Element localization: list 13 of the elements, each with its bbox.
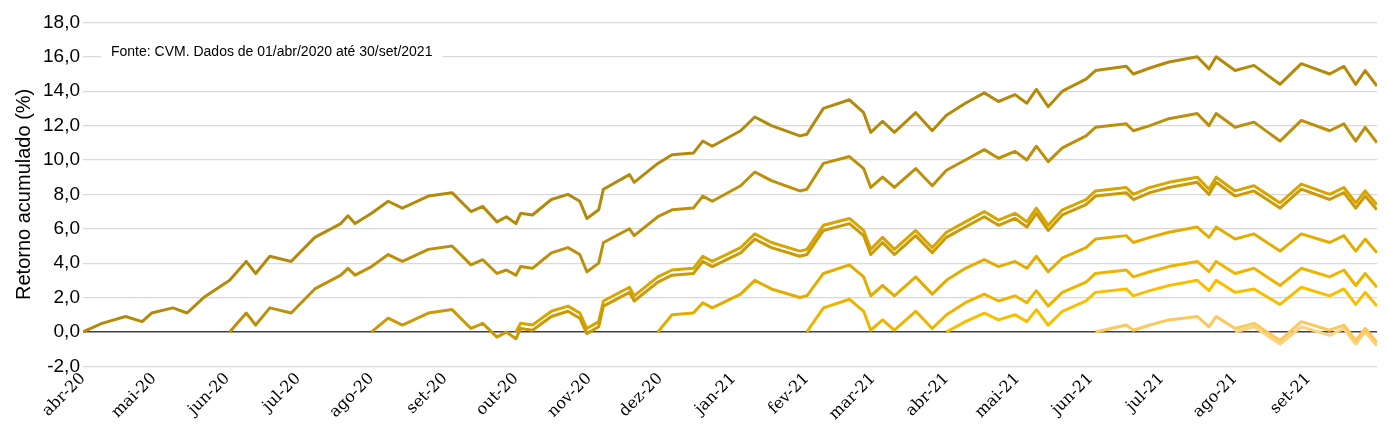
- y-axis-title: Retorno acumulado (%): [11, 88, 34, 300]
- annotation: Fonte: CVM. Dados de 01/abr/2020 até 30/set/2021: [110, 43, 433, 60]
- y-tick-label: 10,0: [43, 148, 80, 170]
- y-tick-label: 12,0: [43, 113, 80, 135]
- y-tick-label: -2,0: [47, 354, 80, 376]
- y-tick-label: 0,0: [53, 320, 80, 342]
- y-tick-label: 14,0: [43, 79, 80, 101]
- y-tick-label: 8,0: [53, 182, 80, 204]
- y-tick-label: 2,0: [53, 285, 80, 307]
- y-tick-label: 18,0: [43, 10, 80, 32]
- y-tick-label: 4,0: [53, 251, 80, 273]
- y-tick-label: 16,0: [43, 45, 80, 67]
- y-tick-label: 6,0: [53, 216, 80, 238]
